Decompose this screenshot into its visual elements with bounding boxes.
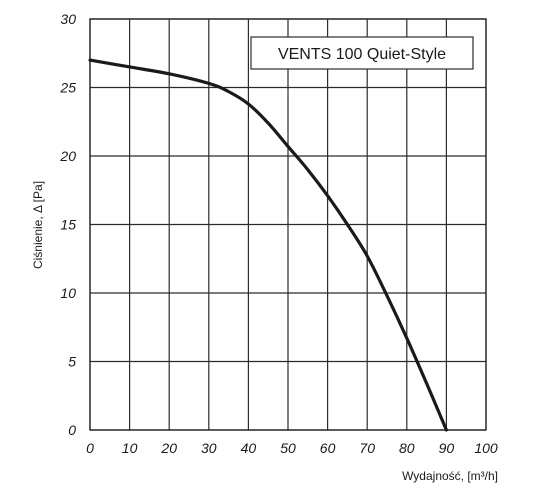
x-tick-label: 100	[474, 440, 498, 456]
x-tick-label: 0	[86, 440, 94, 456]
x-tick-label: 60	[320, 440, 336, 456]
x-tick-label: 30	[201, 440, 217, 456]
y-axis-label: Ciśnienie, Δ [Pa]	[31, 181, 45, 269]
y-tick-label: 20	[59, 148, 76, 164]
x-tick-label: 50	[280, 440, 296, 456]
y-tick-label: 30	[60, 11, 76, 27]
y-axis-ticks: 0 5 10 15 20 25 30	[59, 11, 76, 438]
x-tick-label: 80	[399, 440, 415, 456]
x-tick-label: 90	[439, 440, 455, 456]
y-tick-label: 0	[68, 422, 76, 438]
y-tick-label: 5	[68, 354, 76, 370]
chart-title: VENTS 100 Quiet-Style	[278, 46, 446, 63]
grid	[89, 18, 487, 431]
y-tick-label: 10	[60, 285, 76, 301]
x-tick-label: 10	[122, 440, 138, 456]
y-tick-label: 15	[60, 217, 76, 233]
title-box	[250, 36, 474, 70]
performance-curve	[88, 58, 448, 432]
x-tick-label: 40	[241, 440, 257, 456]
plot-frame	[89, 18, 487, 431]
x-tick-label: 70	[359, 440, 375, 456]
x-tick-label: 20	[160, 440, 177, 456]
x-axis-label: Wydajność, [m³/h]	[402, 469, 498, 483]
x-axis-ticks: 0 10 20 30 40 50 60 70 80 90 100	[86, 440, 498, 456]
y-tick-label: 25	[59, 80, 76, 96]
curve-layer	[88, 58, 448, 432]
